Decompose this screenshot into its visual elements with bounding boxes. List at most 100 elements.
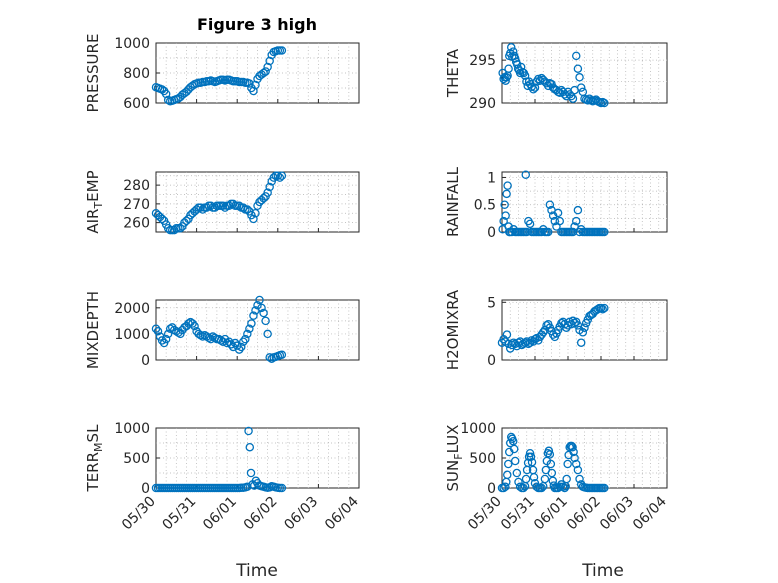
- data-point: [525, 219, 535, 229]
- data-point: [520, 71, 530, 80]
- data-point: [230, 338, 240, 348]
- y-tick-label: 1000: [114, 421, 150, 437]
- y-tick-label: 270: [123, 197, 150, 213]
- y-tick-label: 295: [469, 53, 496, 69]
- data-point: [188, 319, 197, 328]
- data-point: [572, 216, 581, 226]
- data-point: [224, 337, 234, 346]
- data-point: [237, 342, 246, 352]
- y-tick-label: 0: [487, 481, 496, 497]
- y-tick-label: 260: [123, 216, 150, 232]
- data-point: [163, 329, 173, 339]
- data-point: [578, 328, 588, 337]
- data-point: [519, 483, 528, 493]
- data-point: [190, 321, 199, 331]
- figure-title: Figure 3 high: [197, 15, 317, 34]
- data-point: [567, 441, 576, 451]
- data-point: [600, 303, 609, 313]
- data-point: [196, 203, 205, 212]
- data-point: [544, 446, 554, 456]
- axes-frame: [501, 299, 668, 361]
- data-point: [600, 483, 609, 493]
- data-point: [543, 227, 553, 237]
- data-point: [509, 444, 519, 454]
- data-point: [263, 329, 272, 339]
- data-point: [259, 193, 268, 203]
- data-point: [176, 223, 185, 233]
- data-point: [241, 334, 250, 344]
- data-point: [196, 330, 205, 340]
- data-point: [206, 201, 216, 210]
- y-tick-label: 1: [487, 170, 496, 186]
- data-point: [261, 67, 270, 76]
- data-point: [547, 468, 557, 478]
- data-point: [244, 426, 253, 436]
- data-point: [512, 468, 522, 478]
- data-point: [251, 208, 260, 218]
- subplot-air-temp: 260 270 280 AIRTEMP: [84, 170, 360, 235]
- y-axis-label: H2OMIXRA: [444, 289, 462, 370]
- data-point: [501, 211, 510, 220]
- data-point: [503, 181, 512, 190]
- data-point: [157, 336, 167, 345]
- data-point: [546, 459, 556, 469]
- data-point: [598, 304, 607, 314]
- data-point: [569, 447, 578, 457]
- x-axis-label-left: Time: [235, 561, 278, 581]
- y-axis-label: PRESSURE: [84, 34, 102, 113]
- y-axis-label: THETA: [444, 48, 462, 98]
- data-point: [222, 338, 232, 348]
- data-point: [600, 227, 609, 237]
- data-point: [600, 98, 609, 108]
- data-point: [218, 337, 228, 346]
- data-point: [224, 201, 234, 210]
- data-point: [576, 83, 586, 92]
- data-point: [245, 324, 254, 333]
- y-axis-label: RAINFALL: [444, 166, 462, 237]
- data-point: [500, 200, 509, 209]
- data-point: [575, 474, 584, 484]
- subplot-h2omixra: 0 5 H2OMIXRA: [444, 289, 668, 370]
- data-point: [499, 216, 508, 226]
- data-point: [530, 83, 540, 92]
- data-point: [157, 214, 167, 224]
- data-point: [246, 468, 256, 478]
- data-point: [249, 311, 258, 320]
- y-tick-label: 500: [469, 451, 496, 467]
- y-tick-label: 2000: [114, 301, 150, 317]
- y-tick-label: 1000: [114, 36, 150, 52]
- y-tick-label: 280: [123, 178, 150, 194]
- data-point: [161, 334, 171, 344]
- data-point: [261, 316, 270, 326]
- data-point: [527, 457, 537, 467]
- subplot-pressure: 600 800 1000 PRESSURE: [84, 34, 360, 113]
- y-axis-label: MIXDEPTH: [84, 291, 102, 369]
- y-tick-label: 1000: [460, 421, 496, 437]
- data-point: [151, 324, 161, 333]
- data-point: [226, 340, 236, 349]
- data-point: [245, 442, 255, 452]
- data-point: [526, 452, 536, 462]
- data-point: [277, 483, 287, 493]
- data-point: [239, 203, 248, 212]
- data-point: [521, 170, 531, 179]
- data-point: [265, 182, 274, 192]
- data-point: [273, 171, 283, 180]
- data-point: [182, 216, 191, 225]
- data-point: [202, 203, 211, 212]
- data-point: [265, 353, 274, 362]
- y-tick-label: 600: [123, 96, 150, 112]
- data-point: [596, 303, 606, 313]
- data-point: [572, 51, 581, 61]
- data-point: [503, 470, 512, 480]
- y-tick-label: 5: [487, 295, 496, 311]
- subplot-theta: 290 295 THETA: [444, 42, 668, 112]
- data-point: [277, 350, 287, 360]
- y-tick-label: 0: [141, 353, 150, 369]
- data-point: [575, 73, 584, 82]
- data-point: [529, 85, 538, 94]
- data-point: [572, 459, 581, 469]
- data-point: [263, 188, 272, 197]
- data-point: [540, 474, 550, 484]
- data-point: [568, 442, 577, 452]
